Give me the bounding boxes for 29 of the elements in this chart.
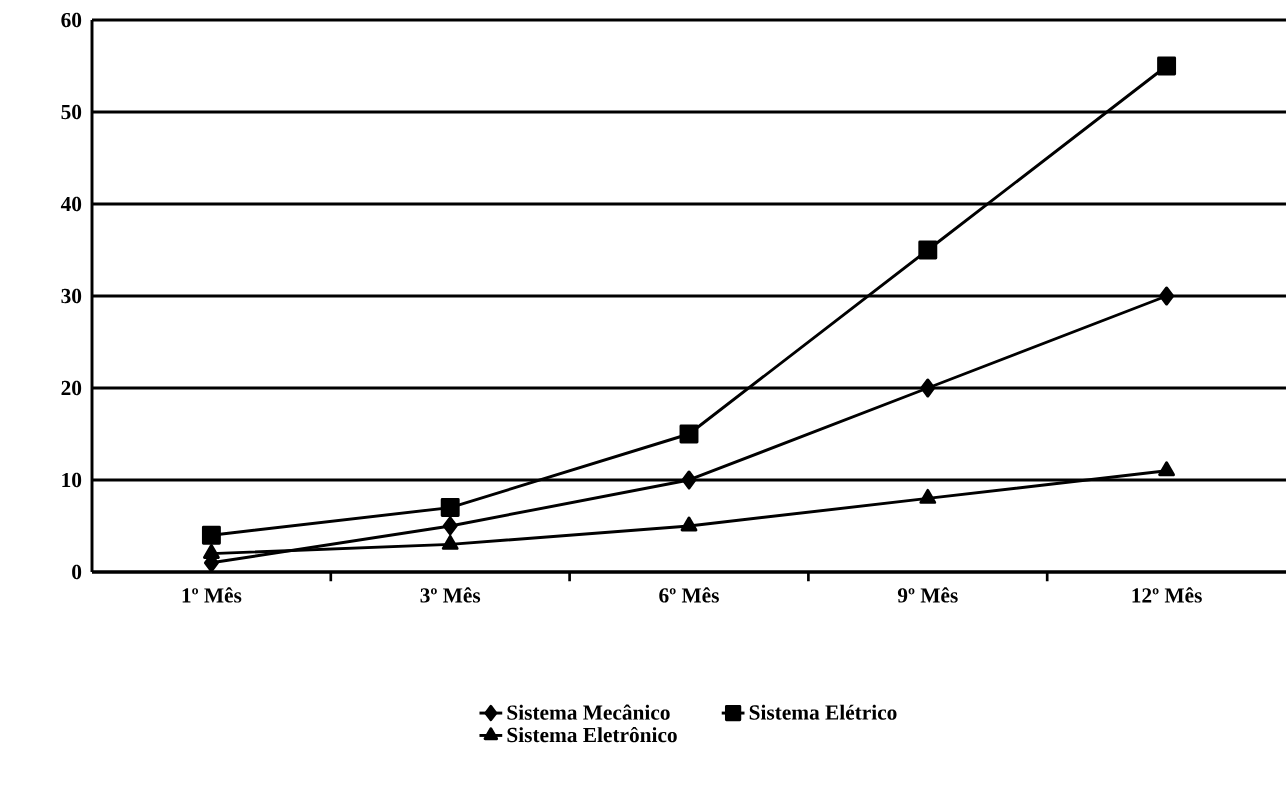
point <box>680 516 698 532</box>
point <box>1159 286 1175 306</box>
legend-label: Sistema Elétrico <box>749 704 897 720</box>
point <box>920 378 936 398</box>
y-tick-label: 40 <box>60 196 82 212</box>
x-tick-label: 9º Mês <box>897 587 958 603</box>
point <box>681 470 697 490</box>
x-tick-label: 12º Mês <box>1132 587 1202 603</box>
y-tick-label: 50 <box>61 104 82 120</box>
point <box>919 488 937 504</box>
point <box>918 240 938 260</box>
point <box>203 544 220 560</box>
point <box>201 525 221 545</box>
y-tick-label: 20 <box>61 380 82 396</box>
point <box>441 534 459 550</box>
point <box>442 516 458 536</box>
legend-label: Sistema Eletrônico <box>507 726 677 743</box>
y-tick-label: 60 <box>61 12 82 28</box>
x-tick-label: 3º Mês <box>420 587 481 603</box>
point <box>440 498 460 518</box>
y-tick-label: 30 <box>61 288 82 304</box>
legend-label: Sistema Mecânico <box>507 704 670 720</box>
point <box>1158 461 1175 477</box>
x-tick-label: 1º Mês <box>182 587 242 603</box>
y-tick-label: 10 <box>62 472 82 488</box>
y-tick-label: 0 <box>72 564 82 580</box>
x-tick-label: 6º Mês <box>659 587 719 603</box>
point <box>679 424 699 444</box>
point <box>1157 56 1177 76</box>
